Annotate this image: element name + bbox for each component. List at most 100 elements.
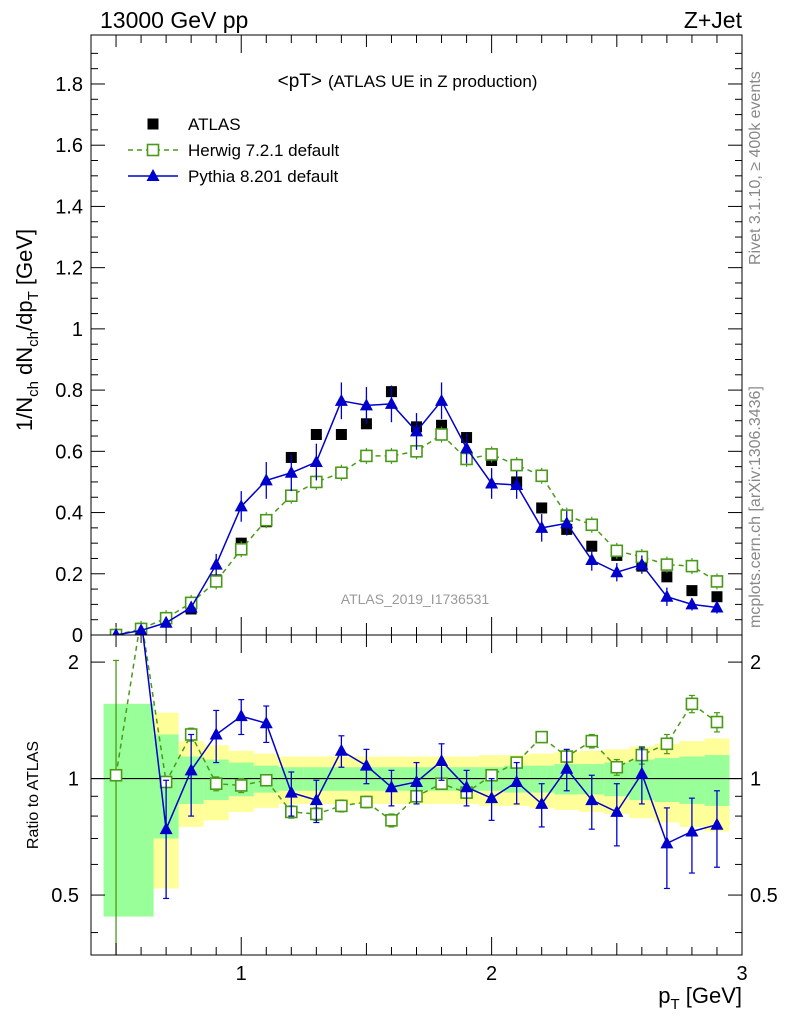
ratio-point-herwig-7-2-1-default xyxy=(259,773,273,787)
point-pythia-8-201-default xyxy=(460,441,474,454)
y-tick-label-ratio-right: 0.5 xyxy=(750,885,778,907)
point-pythia-8-201-default xyxy=(309,455,323,468)
point-pythia-8-201-default xyxy=(535,520,549,533)
x-tick-label: 3 xyxy=(736,963,747,985)
ratio-point-pythia-8-201-default xyxy=(660,836,674,849)
x-tick-label: 2 xyxy=(486,963,497,985)
point-herwig-7-2-1-default xyxy=(685,559,699,573)
watermark: ATLAS_2019_I1736531 xyxy=(341,591,490,607)
side-label-rivet: Rivet 3.1.10, ≥ 400k events xyxy=(747,71,764,265)
legend-marker xyxy=(146,169,160,181)
y-tick-label-main: 1 xyxy=(72,319,83,341)
ratio-point-herwig-7-2-1-default xyxy=(535,730,548,744)
ratio-point-herwig-7-2-1-default xyxy=(360,795,373,809)
ratio-point-pythia-8-201-default xyxy=(309,793,323,806)
header-left: 13000 GeV pp xyxy=(100,7,248,33)
point-atlas xyxy=(436,419,448,431)
point-atlas xyxy=(711,591,723,603)
legend-marker xyxy=(146,143,160,157)
y-tick-label-ratio-right: 1 xyxy=(750,769,761,791)
ratio-point-herwig-7-2-1-default xyxy=(585,734,599,748)
main-panel: 0 0.2 0.4 0.6 0.8 1 1.2 1.4 1.6 1.8 xyxy=(55,34,743,647)
point-pythia-8-201-default xyxy=(585,553,599,565)
point-pythia-8-201-default xyxy=(359,398,373,411)
point-herwig-7-2-1-default xyxy=(660,558,674,571)
ratio-point-pythia-8-201-default xyxy=(635,766,649,779)
ratio-point-herwig-7-2-1-default xyxy=(710,715,724,729)
point-pythia-8-201-default xyxy=(334,393,348,406)
ratio-point-pythia-8-201-default xyxy=(560,761,574,774)
ratio-point-herwig-7-2-1-default xyxy=(234,779,248,792)
point-pythia-8-201-default xyxy=(209,557,223,570)
ratio-point-pythia-8-201-default xyxy=(435,754,449,767)
point-pythia-8-201-default xyxy=(159,615,173,628)
y-tick-label-main: 0 xyxy=(72,625,83,647)
point-herwig-7-2-1-default xyxy=(360,449,373,463)
ratio-plot-area xyxy=(91,635,742,955)
side-label-mcplots: mcplots.cern.ch [arXiv:1306.3436] xyxy=(747,386,764,628)
y-tick-label-main: 0.4 xyxy=(55,503,83,525)
main-title: <pT> xyxy=(278,71,322,92)
point-pythia-8-201-default xyxy=(685,597,699,610)
point-herwig-7-2-1-default xyxy=(610,544,624,558)
uncertainty-band-inner xyxy=(128,703,154,917)
point-pythia-8-201-default xyxy=(134,623,148,635)
uncertainty-band-inner xyxy=(654,758,680,802)
ratio-point-pythia-8-201-default xyxy=(485,791,499,804)
point-herwig-7-2-1-default xyxy=(510,458,523,472)
ratio-point-pythia-8-201-default xyxy=(585,793,599,806)
ratio-point-herwig-7-2-1-default xyxy=(660,737,674,751)
point-herwig-7-2-1-default xyxy=(285,489,298,503)
legend-item-pythia-8-201-default: Pythia 8.201 default xyxy=(128,167,339,186)
ratio-point-pythia-8-201-default xyxy=(710,817,724,830)
point-atlas xyxy=(686,585,698,597)
ratio-point-herwig-7-2-1-default xyxy=(610,760,624,774)
ratio-point-pythia-8-201-default xyxy=(284,785,298,798)
y-tick-label-main: 1.2 xyxy=(55,258,83,280)
legend-marker xyxy=(147,118,159,130)
legend-item-herwig-7-2-1-default: Herwig 7.2.1 default xyxy=(128,141,339,160)
ratio-point-herwig-7-2-1-default xyxy=(385,814,398,827)
y-tick-label-main: 0.6 xyxy=(55,441,83,463)
y-tick-label-main: 1.4 xyxy=(55,196,83,218)
legend-label: Pythia 8.201 default xyxy=(188,167,339,186)
ratio-point-pythia-8-201-default xyxy=(259,716,273,729)
y-tick-label-ratio: 0.5 xyxy=(51,885,79,907)
point-pythia-8-201-default xyxy=(560,516,574,529)
point-herwig-7-2-1-default xyxy=(209,575,223,588)
y-tick-label-main: 1.6 xyxy=(55,135,83,157)
legend: ATLAS Herwig 7.2.1 default Pythia 8.201 de… xyxy=(128,115,339,186)
ratio-point-pythia-8-201-default xyxy=(359,758,373,771)
header-right: Z+Jet xyxy=(684,7,743,33)
point-pythia-8-201-default xyxy=(259,473,273,486)
point-pythia-8-201-default xyxy=(510,478,524,490)
ratio-point-pythia-8-201-default xyxy=(410,774,423,787)
ratio-point-pythia-8-201-default xyxy=(535,796,549,809)
x-tick-label: 1 xyxy=(236,963,247,985)
y-tick-label-ratio: 2 xyxy=(68,652,79,674)
ratio-point-pythia-8-201-default xyxy=(384,780,398,793)
ratio-point-pythia-8-201-default xyxy=(610,804,624,817)
point-pythia-8-201-default xyxy=(435,393,449,406)
y-tick-label-ratio: 1 xyxy=(68,769,79,791)
ratio-point-pythia-8-201-default xyxy=(460,780,474,793)
point-herwig-7-2-1-default xyxy=(435,428,448,441)
y-tick-label-main: 1.8 xyxy=(55,74,83,96)
point-atlas xyxy=(310,428,322,440)
legend-item-atlas: ATLAS xyxy=(147,115,241,134)
ratio-point-pythia-8-201-default xyxy=(209,727,223,740)
y-axis-label-ratio: Ratio to ATLAS xyxy=(25,741,42,849)
point-pythia-8-201-default xyxy=(635,557,649,570)
ratio-point-pythia-8-201-default xyxy=(334,743,348,756)
point-herwig-7-2-1-default xyxy=(585,518,599,532)
ratio-point-herwig-7-2-1-default xyxy=(335,799,348,813)
ratio-point-pythia-8-201-default xyxy=(184,763,198,776)
y-tick-label-main: 0.2 xyxy=(55,564,83,586)
point-pythia-8-201-default xyxy=(610,565,624,578)
point-herwig-7-2-1-default xyxy=(710,575,724,588)
point-herwig-7-2-1-default xyxy=(385,449,398,463)
ratio-point-herwig-7-2-1-default xyxy=(685,697,699,711)
point-atlas xyxy=(586,540,598,552)
legend-label: Herwig 7.2.1 default xyxy=(188,141,339,160)
point-pythia-8-201-default xyxy=(184,600,198,613)
